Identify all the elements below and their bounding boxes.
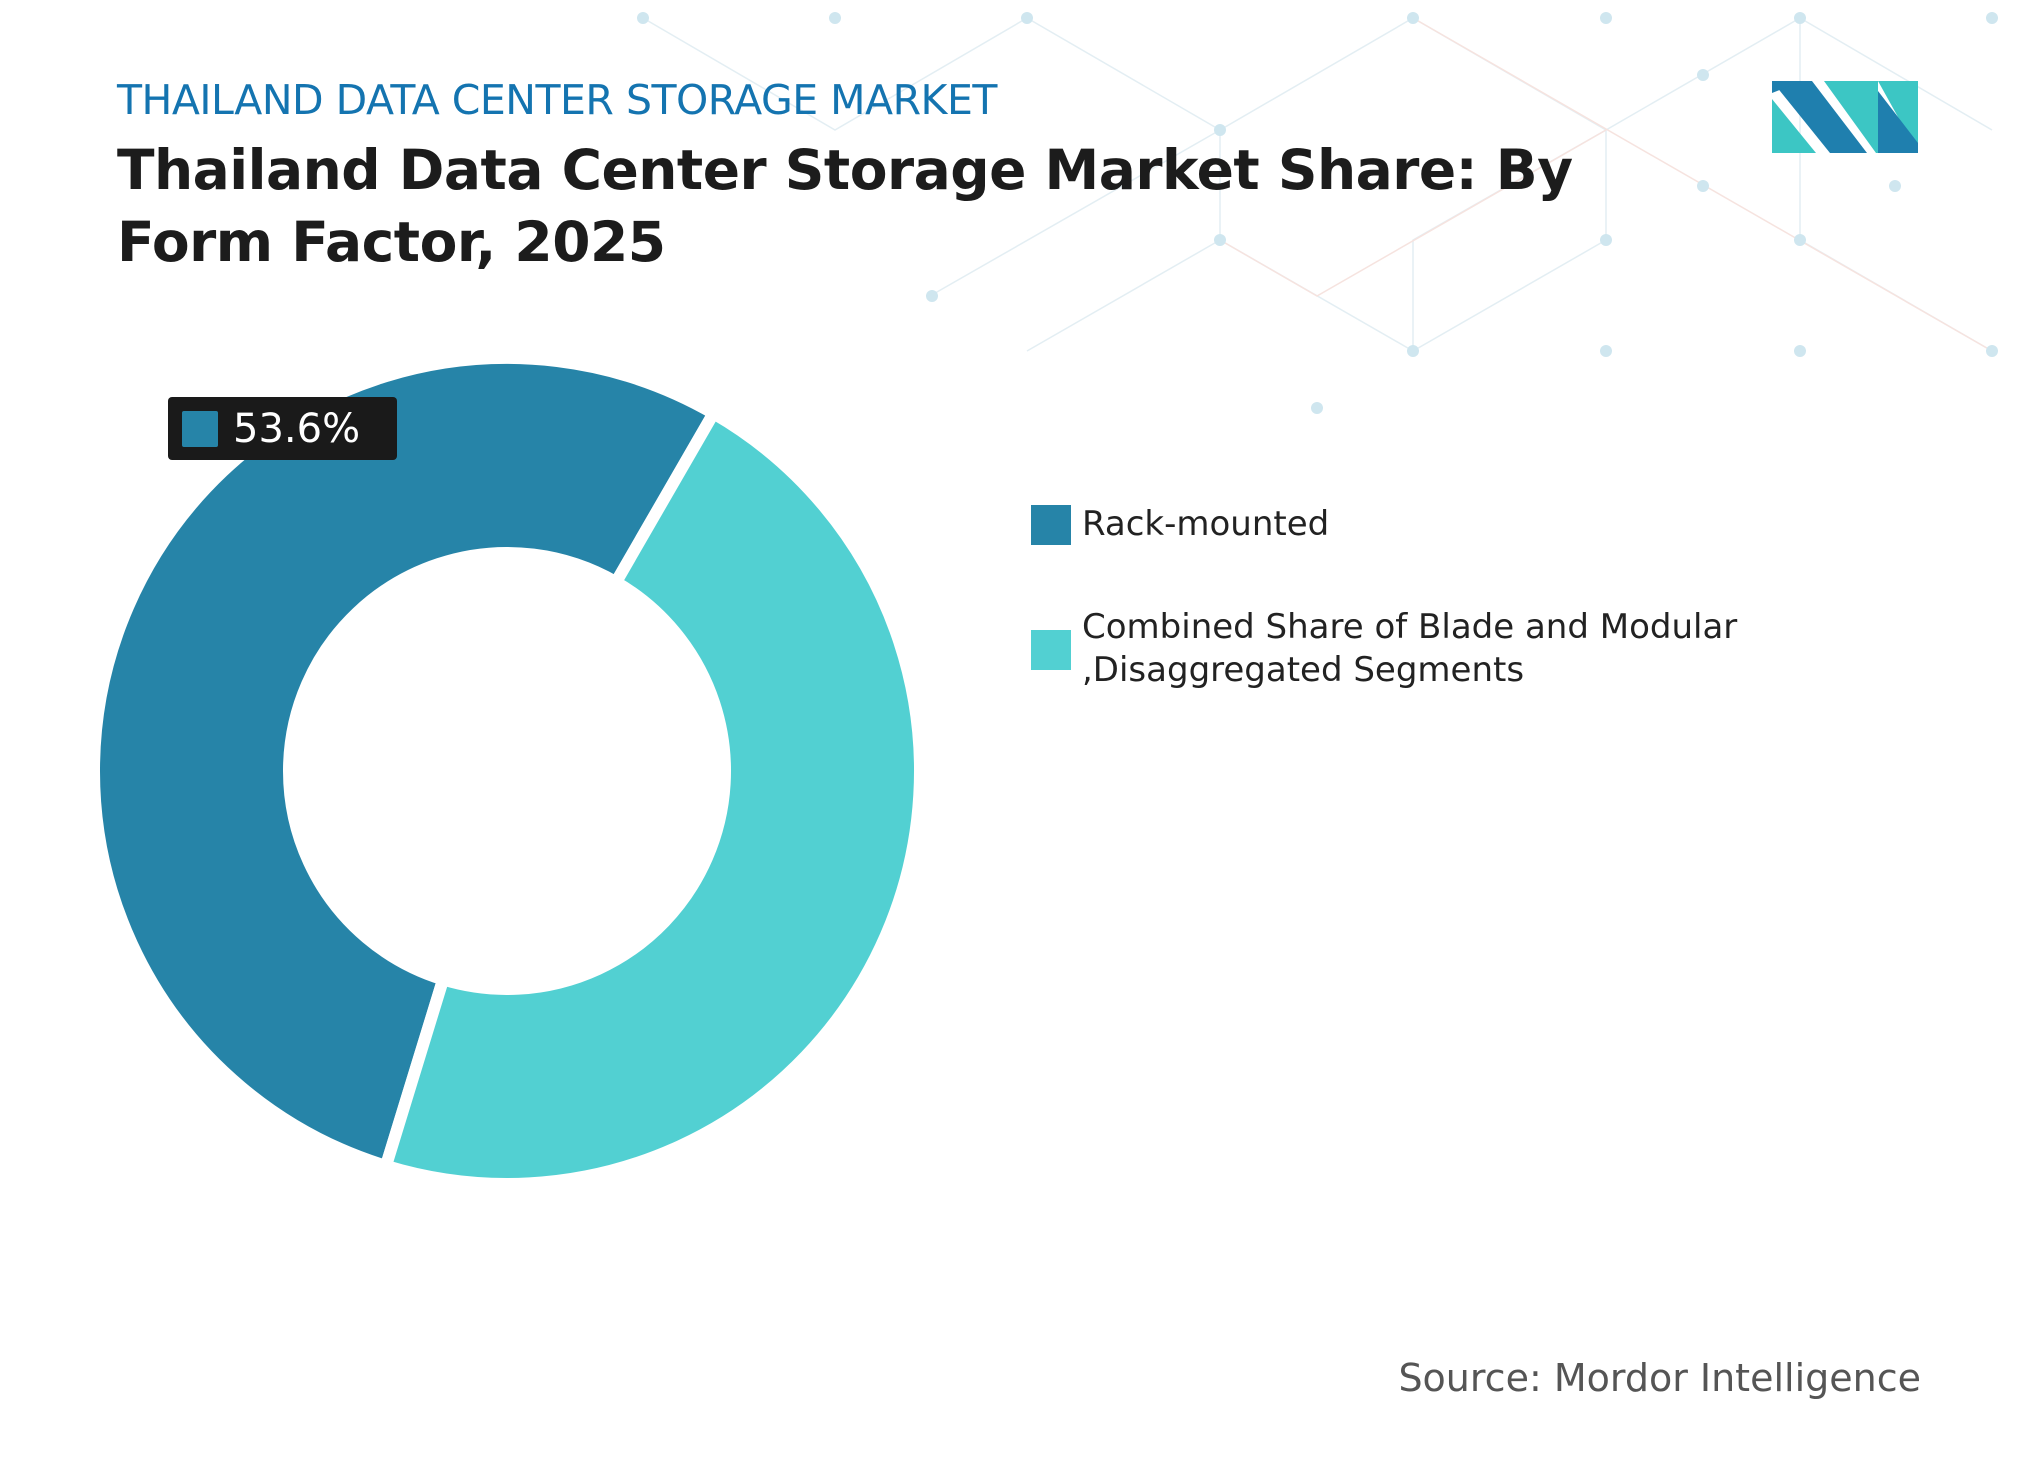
legend-swatch bbox=[1031, 505, 1071, 545]
legend-item-rack-mounted: Rack-mounted bbox=[1031, 503, 1329, 546]
legend-item-combined: Combined Share of Blade and Modular ,Dis… bbox=[1031, 606, 1791, 692]
legend-label: Combined Share of Blade and Modular ,Dis… bbox=[1082, 607, 1738, 690]
legend-label: Rack-mounted bbox=[1082, 504, 1330, 544]
chart-title: Thailand Data Center Storage Market Shar… bbox=[117, 138, 1573, 274]
donut-slice-rack-mounted bbox=[88, 352, 722, 1174]
data-label-text: 53.6% bbox=[233, 405, 361, 452]
data-label-swatch bbox=[182, 410, 218, 447]
chart-subtitle: THAILAND DATA CENTER STORAGE MARKET bbox=[117, 76, 997, 124]
legend-swatch bbox=[1031, 630, 1071, 670]
data-label-rack-mounted: 53.6% bbox=[168, 397, 397, 460]
source-note: Source: Mordor Intelligence bbox=[1398, 1356, 1921, 1400]
donut-slice-combined-share-of-blade-and-modular-disaggregated-segments bbox=[378, 405, 926, 1190]
mordor-logo bbox=[1772, 81, 1918, 153]
